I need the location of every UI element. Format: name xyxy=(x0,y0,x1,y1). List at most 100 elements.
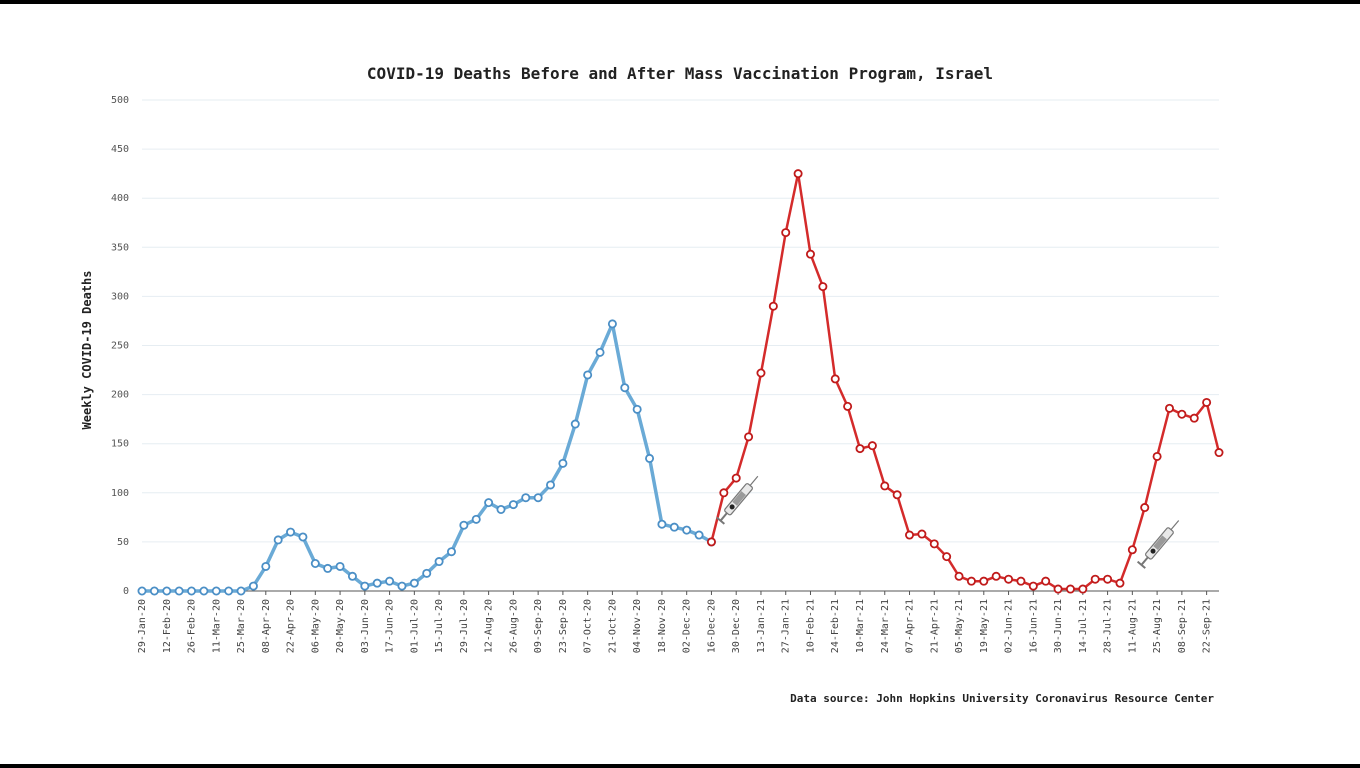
y-axis-label: Weekly COVID-19 Deaths xyxy=(80,271,94,430)
data-point xyxy=(335,561,345,571)
x-tick-label: 25-Mar-20 xyxy=(236,599,247,653)
x-tick-label: 22-Apr-20 xyxy=(286,599,297,653)
x-tick-label: 10-Feb-21 xyxy=(805,599,816,653)
y-tick-label: 0 xyxy=(123,586,129,597)
data-point xyxy=(236,586,246,596)
data-point xyxy=(781,228,791,238)
y-tick-label: 300 xyxy=(111,291,129,302)
data-point xyxy=(385,576,395,586)
data-point xyxy=(459,520,469,530)
data-point xyxy=(1090,574,1100,584)
y-tick-label: 500 xyxy=(111,95,129,106)
syringe-icon xyxy=(1136,520,1180,569)
data-point xyxy=(880,481,890,491)
x-tick-label: 11-Mar-20 xyxy=(211,599,222,653)
x-tick-label: 10-Mar-21 xyxy=(855,599,866,653)
x-tick-label: 16-Jun-21 xyxy=(1028,599,1039,653)
data-point xyxy=(422,568,432,578)
data-point xyxy=(508,500,518,510)
data-point xyxy=(1103,574,1113,584)
data-point xyxy=(645,453,655,463)
data-point xyxy=(521,493,531,503)
data-point xyxy=(1214,448,1224,458)
data-point xyxy=(867,441,877,451)
x-tick-label: 13-Jan-21 xyxy=(756,599,767,653)
data-point xyxy=(248,581,258,591)
data-point xyxy=(966,576,976,586)
series-after-line xyxy=(710,172,1221,591)
x-tick-label: 05-May-21 xyxy=(954,599,965,653)
data-point xyxy=(199,586,209,596)
x-tick-label: 12-Feb-20 xyxy=(162,599,173,653)
data-point xyxy=(446,547,456,557)
data-point xyxy=(855,444,865,454)
annotations xyxy=(716,475,1180,569)
data-point xyxy=(496,504,506,514)
chart-title: COVID-19 Deaths Before and After Mass Va… xyxy=(367,64,993,83)
x-tick-label: 08-Sep-21 xyxy=(1177,599,1188,653)
x-tick-label: 26-Aug-20 xyxy=(508,599,519,653)
data-point xyxy=(929,539,939,549)
data-point xyxy=(632,404,642,414)
data-point xyxy=(137,586,147,596)
data-point xyxy=(1078,584,1088,594)
data-point xyxy=(286,527,296,537)
data-point xyxy=(484,498,494,508)
data-point xyxy=(954,571,964,581)
x-tick-label: 30-Dec-20 xyxy=(731,599,742,653)
data-point xyxy=(942,552,952,562)
x-tick-label: 06-May-20 xyxy=(310,599,321,653)
data-point xyxy=(805,249,815,259)
syringe-icon xyxy=(716,475,759,525)
data-source-note: Data source: John Hopkins University Cor… xyxy=(790,692,1214,705)
data-point xyxy=(434,557,444,567)
data-point xyxy=(323,563,333,573)
data-point xyxy=(694,530,704,540)
data-point xyxy=(162,586,172,596)
y-tick-label: 200 xyxy=(111,390,129,401)
data-point xyxy=(1140,503,1150,513)
x-tick-label: 18-Nov-20 xyxy=(657,599,668,653)
chart-frame: COVID-19 Deaths Before and After Mass Va… xyxy=(0,4,1360,764)
x-tick-label: 26-Feb-20 xyxy=(187,599,198,653)
data-point xyxy=(471,514,481,524)
data-point xyxy=(892,490,902,500)
data-point xyxy=(261,561,271,571)
series-after xyxy=(706,169,1224,594)
data-point xyxy=(1041,576,1051,586)
data-point xyxy=(843,401,853,411)
y-tick-label: 50 xyxy=(117,537,129,548)
data-point xyxy=(917,529,927,539)
data-point xyxy=(1028,581,1038,591)
series xyxy=(137,169,1224,596)
y-tick-label: 350 xyxy=(111,242,129,253)
x-tick-label: 14-Jul-21 xyxy=(1078,599,1089,653)
data-point xyxy=(570,419,580,429)
x-tick-label: 17-Jun-20 xyxy=(385,599,396,653)
x-tick-label: 24-Feb-21 xyxy=(830,599,841,653)
data-point xyxy=(546,480,556,490)
x-tick-label: 01-Jul-20 xyxy=(409,599,420,653)
data-point xyxy=(310,559,320,569)
x-tick-label: 25-Aug-21 xyxy=(1152,599,1163,653)
x-axis-ticks: 29-Jan-20 12-Feb-20 26-Feb-20 11-Mar-20 25-M… xyxy=(137,591,1213,653)
data-point xyxy=(149,586,159,596)
line-chart: COVID-19 Deaths Before and After Mass Va… xyxy=(80,64,1224,705)
data-point xyxy=(706,537,716,547)
data-point xyxy=(744,432,754,442)
x-tick-label: 09-Sep-20 xyxy=(533,599,544,653)
data-point xyxy=(187,586,197,596)
x-tick-label: 07-Apr-21 xyxy=(905,599,916,653)
data-point xyxy=(1053,584,1063,594)
data-point xyxy=(1115,578,1125,588)
data-point xyxy=(979,576,989,586)
x-tick-label: 20-May-20 xyxy=(335,599,346,653)
data-point xyxy=(360,581,370,591)
data-point xyxy=(768,301,778,311)
x-tick-label: 23-Sep-20 xyxy=(558,599,569,653)
data-point xyxy=(991,571,1001,581)
x-tick-label: 22-Sep-21 xyxy=(1202,599,1213,653)
data-point xyxy=(1164,403,1174,413)
data-point xyxy=(1177,409,1187,419)
x-tick-label: 03-Jun-20 xyxy=(360,599,371,653)
